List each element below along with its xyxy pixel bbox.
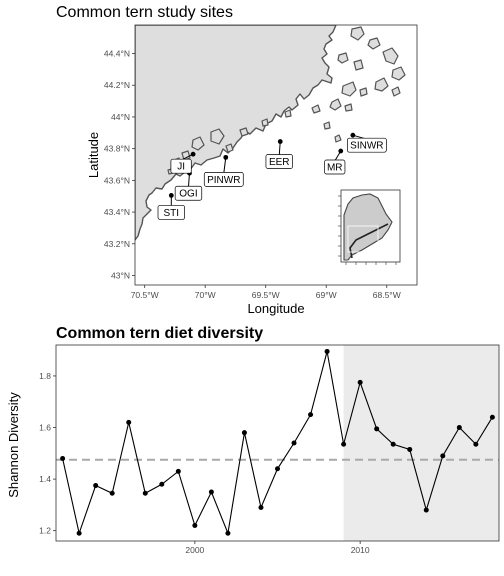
- map-y-axis-label: Latitude: [86, 132, 101, 178]
- map-y-tick-label: 43.6°N: [104, 175, 130, 185]
- site-label: SINWR: [350, 141, 383, 152]
- plot-border: [55, 344, 500, 542]
- map-y-tick-label: 44.4°N: [104, 49, 130, 59]
- chart-title: Common tern diet diversity: [56, 325, 263, 342]
- map-y-tick-label: 43°N: [111, 270, 130, 280]
- map-axes: 70.5°W 70°W 69.5°W 69°W 68.5°W 43°N 43.2°N 43.4…: [104, 49, 401, 300]
- site-point: [223, 154, 229, 160]
- data-point: [357, 379, 363, 385]
- site-point: [168, 193, 174, 198]
- data-point: [192, 523, 198, 529]
- map-x-tick-label: 69.5°W: [252, 290, 280, 300]
- site-label-box: [265, 154, 293, 169]
- data-point: [109, 490, 115, 496]
- data-point: [93, 483, 99, 489]
- site-label: MR: [327, 163, 343, 174]
- site-point: [350, 132, 356, 138]
- data-point: [291, 440, 297, 446]
- data-point: [175, 468, 181, 474]
- map-y-tick-label: 43.4°N: [104, 207, 130, 217]
- map-x-tick-label: 69°W: [316, 290, 337, 300]
- site-label: OGI: [179, 189, 197, 200]
- map-x-tick-label: 68.5°W: [373, 290, 401, 300]
- map-x-tick-label: 70.5°W: [131, 290, 159, 300]
- chart-y-axis-label: Shannon Diversity: [6, 392, 21, 498]
- site-point: [338, 148, 344, 154]
- map-y-tick-label: 43.2°N: [104, 239, 130, 249]
- map-border: [134, 24, 418, 286]
- data-point: [374, 426, 380, 432]
- data-point: [407, 446, 413, 452]
- islands: [167, 26, 406, 175]
- map-y-tick-label: 44°N: [111, 112, 130, 122]
- data-point: [241, 430, 247, 436]
- site-leader: [223, 157, 227, 174]
- y-tick-label: 1.8: [39, 371, 51, 381]
- y-tick-label: 1.2: [39, 526, 51, 536]
- site-label-box: [347, 137, 387, 153]
- data-point: [208, 489, 214, 495]
- diversity-chart: 1.2 1.4 1.6 1.8 2000 2010: [39, 344, 500, 555]
- land-mass: [135, 25, 337, 241]
- data-point: [76, 530, 82, 536]
- data-point: [159, 481, 165, 487]
- site-label-box: [324, 159, 346, 175]
- site-label-box: [174, 185, 203, 201]
- data-point: [142, 490, 148, 496]
- site-label-box: [170, 158, 192, 174]
- x-tick-label: 2000: [185, 545, 204, 555]
- data-point: [258, 504, 264, 510]
- map-y-tick-label: 43.8°N: [104, 144, 130, 154]
- site-markers: STI OGI JI PINWR EER MR SINWR: [157, 132, 387, 220]
- site-label: JI: [177, 162, 185, 173]
- site-point: [277, 139, 283, 144]
- site-point: [190, 151, 196, 157]
- shaded-period: [343, 345, 499, 541]
- data-point: [60, 455, 66, 461]
- map-plot: STI OGI JI PINWR EER MR SINWR 70.5°W 70°W: [104, 24, 418, 300]
- inset-map: [338, 189, 401, 265]
- data-point: [390, 441, 396, 447]
- data-point: [225, 530, 231, 536]
- site-label-box: [157, 205, 185, 220]
- data-point: [456, 425, 462, 431]
- site-label: EER: [269, 157, 290, 168]
- data-point: [275, 466, 280, 472]
- data-point: [324, 348, 330, 354]
- site-label: STI: [164, 208, 180, 219]
- map-y-tick-label: 44.2°N: [104, 80, 130, 90]
- map-x-axis-label: Longitude: [247, 301, 304, 316]
- data-point: [423, 507, 429, 513]
- site-label-box: [203, 172, 244, 187]
- data-point: [126, 419, 132, 425]
- site-label: PINWR: [207, 175, 240, 186]
- data-point: [308, 412, 314, 418]
- map-x-tick-label: 70°W: [195, 290, 216, 300]
- y-tick-label: 1.4: [39, 474, 51, 484]
- y-tick-label: 1.6: [39, 423, 51, 433]
- data-point: [473, 441, 479, 447]
- data-point: [489, 414, 495, 420]
- x-tick-label: 2010: [351, 545, 370, 555]
- map-title: Common tern study sites: [56, 4, 233, 21]
- data-point: [440, 453, 446, 459]
- data-point: [341, 441, 347, 447]
